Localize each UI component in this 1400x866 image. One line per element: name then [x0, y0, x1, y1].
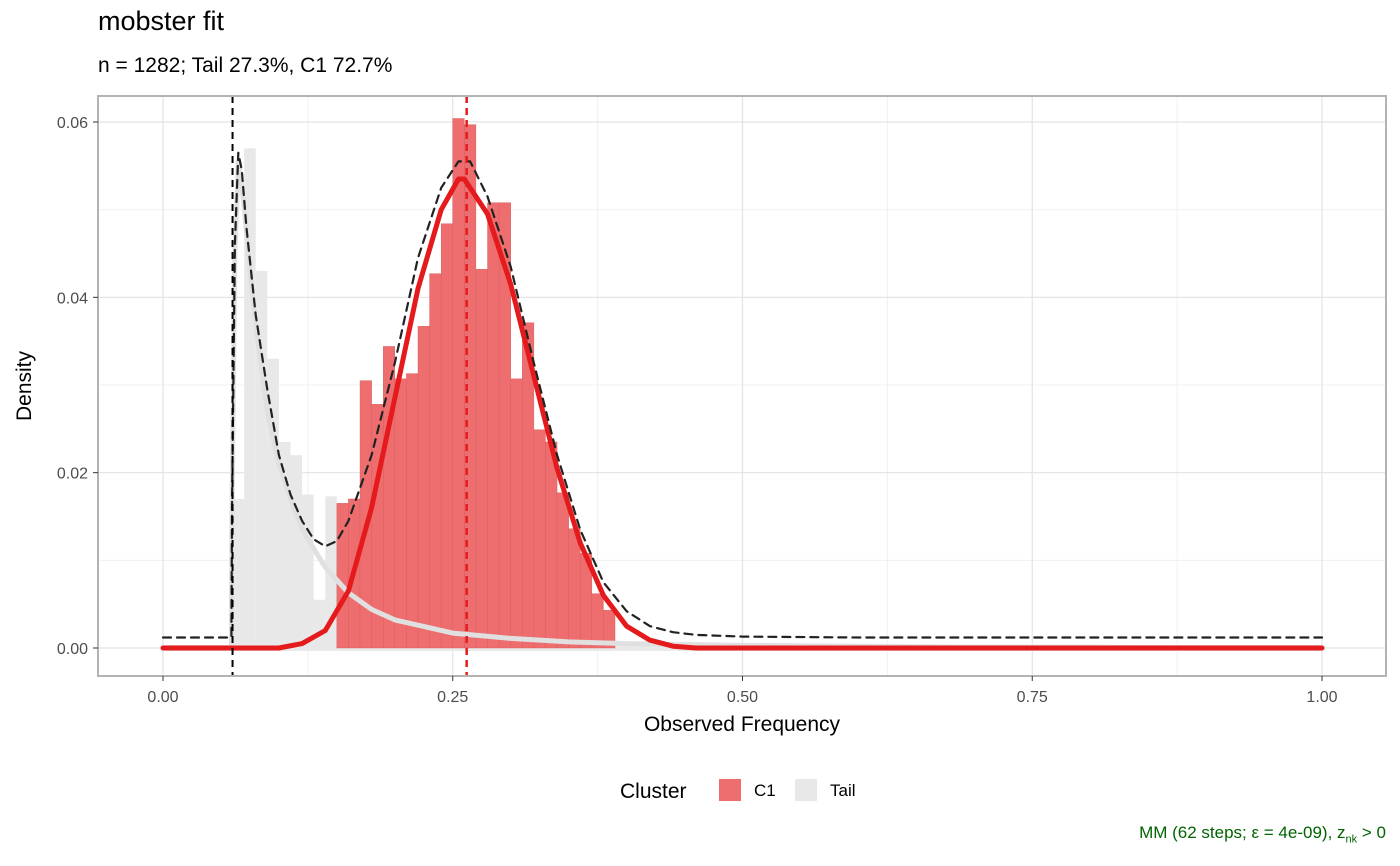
histogram-bar-c1	[487, 202, 500, 649]
legend: Cluster C1 Tail	[620, 779, 856, 803]
x-tick-label: 0.25	[437, 689, 468, 706]
y-tick-label: 0.02	[57, 466, 88, 483]
density-curves	[160, 151, 1325, 651]
caption-prefix: MM (62 steps; ε = 4e-09), z	[1139, 823, 1346, 842]
density-curve-mixture	[161, 151, 1324, 639]
x-tick-label: 1.00	[1306, 689, 1337, 706]
y-axis-title: Density	[13, 350, 36, 421]
axis-ticks: 0.00 0.25 0.50 0.75 1.00 0.00 0.02 0.04 0.06	[57, 115, 1338, 706]
histogram-bar-c1	[603, 610, 616, 649]
histogram-bar-c1	[417, 326, 430, 649]
chart-title: mobster fit	[98, 6, 225, 36]
histogram-bar-c1	[591, 593, 604, 649]
histogram-bar-tail	[267, 358, 279, 648]
histogram-bar-c1	[475, 269, 488, 649]
x-axis-title: Observed Frequency	[644, 713, 841, 736]
histogram-bar-c1	[406, 373, 419, 649]
histogram-bar-c1	[440, 223, 453, 649]
histogram-bar-tail	[290, 455, 303, 648]
caption-suffix: > 0	[1357, 823, 1386, 842]
histogram-bar-c1	[429, 273, 442, 649]
legend-title: Cluster	[620, 780, 687, 803]
legend-key-tail	[795, 779, 817, 801]
y-tick-label: 0.04	[57, 290, 88, 307]
histogram-bar-tail	[302, 494, 314, 648]
histogram-bar-c1	[545, 441, 558, 649]
legend-key-c1	[719, 779, 741, 801]
histogram-bar-tail	[278, 441, 291, 648]
histogram-bar-c1	[510, 378, 523, 649]
histogram-bar-c1	[383, 346, 395, 649]
density-curve-c1	[160, 176, 1325, 651]
histogram-bar-tail	[255, 271, 268, 648]
histogram-bar-c1	[533, 429, 546, 649]
reference-lines	[231, 96, 468, 676]
histogram-bar-c1	[452, 118, 465, 649]
histogram-bar-tail	[313, 599, 326, 648]
legend-label-tail: Tail	[830, 781, 856, 800]
caption-subscript: nk	[1345, 833, 1358, 846]
histogram-bar-tail	[244, 148, 256, 649]
legend-label-c1: C1	[754, 781, 776, 800]
y-tick-label: 0.06	[57, 115, 88, 132]
chart-subtitle: n = 1282; Tail 27.3%, C1 72.7%	[98, 54, 393, 77]
x-tick-label: 0.00	[147, 689, 178, 706]
histogram-bar-c1	[394, 378, 407, 649]
histogram-bar-c1	[568, 528, 581, 649]
x-tick-label: 0.75	[1017, 689, 1048, 706]
histogram-bar-c1	[556, 492, 569, 649]
caption: MM (62 steps; ε = 4e-09), znk > 0	[1139, 823, 1386, 845]
histogram-bar-tail	[232, 498, 245, 648]
x-tick-label: 0.50	[727, 689, 758, 706]
y-tick-label: 0.00	[57, 641, 88, 658]
